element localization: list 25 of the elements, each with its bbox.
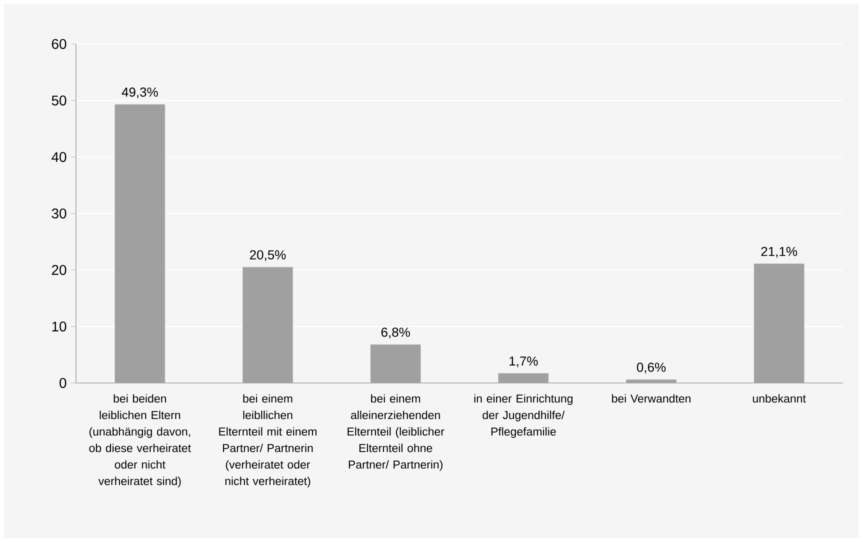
bar [754, 264, 804, 384]
x-tick-label: unbekannt [752, 394, 806, 403]
y-tick-label: 10 [52, 322, 66, 332]
y-tick-label: 60 [52, 39, 66, 49]
y-tick-label: 40 [52, 152, 66, 162]
x-tick-label: bei einem leibllichen Elternteil mit einem Partner/ Partnerin (verheiratet oder nicht verheiratet) [219, 394, 316, 488]
data-label: 21,1% [761, 246, 798, 258]
y-tick-label: 50 [52, 96, 66, 106]
data-label: 1,7% [510, 356, 538, 368]
bar [242, 266, 293, 384]
x-tick-label: bei einem alleinerziehenden Elternteil (leiblicher Elternteil ohne Partner/ Partnerin) [348, 394, 444, 471]
bar [114, 104, 166, 384]
y-tick-label: 30 [52, 208, 66, 218]
x-tick-label: in einer Einrichtung der Jugendhilfe/ Pflegefamilie [474, 394, 572, 438]
bar [626, 379, 676, 384]
data-label: 6,8% [381, 328, 410, 338]
bar [498, 373, 549, 384]
x-tick-label: bei Verwandten [612, 394, 690, 403]
data-label: 49,3% [122, 88, 158, 98]
data-label: 20,5% [250, 250, 286, 261]
bar [370, 344, 421, 384]
x-tick-label: bei beiden leiblichen Eltern (unabhängig davon, ob diese verheiratet oder nicht verheiratet sind) [89, 394, 191, 488]
y-tick-label: 20 [52, 265, 66, 275]
data-label: 0,6% [636, 362, 666, 374]
y-tick-label: 0 [60, 378, 66, 388]
